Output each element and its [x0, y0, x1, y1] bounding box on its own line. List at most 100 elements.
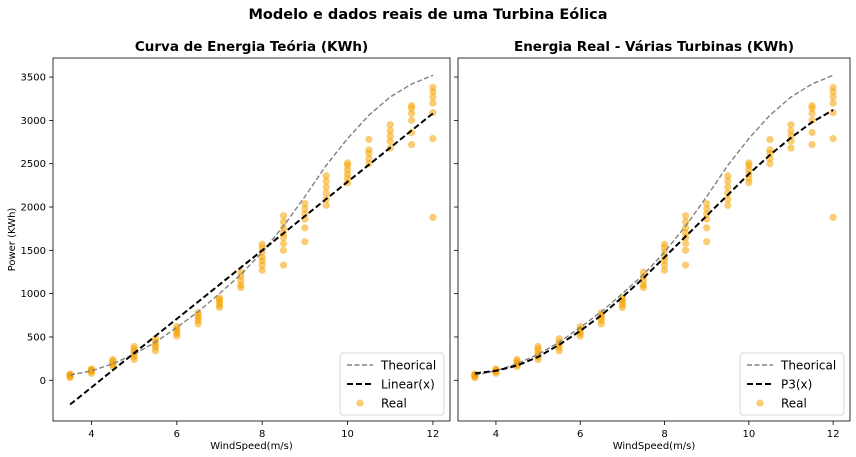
scatter-point-real — [787, 144, 795, 152]
y-tick-label: 500 — [27, 332, 46, 343]
scatter-point-real — [343, 159, 352, 167]
axes-frame — [52, 57, 451, 422]
legend-label: Linear(x) — [381, 378, 435, 392]
scatter-point-real — [386, 132, 394, 140]
scatter-point-real — [724, 183, 732, 191]
scatter-point-real — [322, 172, 330, 180]
subplot-2: Energia Real - Várias Turbinas (KWh) 4 6 8 1… — [454, 39, 851, 452]
y-tick-label: 2000 — [21, 203, 46, 214]
scatter-point-real — [66, 370, 74, 378]
scatter-point-real — [322, 183, 330, 191]
scatter-point-real — [660, 240, 669, 248]
scatter-point-real — [808, 109, 816, 118]
x-tick-label: 4 — [493, 429, 499, 440]
scatter-point-real — [279, 246, 288, 254]
scatter-point-real — [724, 177, 732, 185]
subplot-title: Energia Real - Várias Turbinas (KWh) — [514, 39, 794, 55]
scatter-point-real — [766, 146, 774, 154]
axes-frame — [457, 57, 851, 422]
plot-area — [66, 74, 437, 406]
scatter-point-real — [829, 134, 837, 143]
scatter-point-real — [386, 137, 394, 145]
x-tick-label: 12 — [827, 429, 840, 440]
scatter-point-real — [682, 261, 690, 269]
subplot-title: Curva de Energia Teória (KWh) — [135, 39, 368, 55]
x-tick-label: 8 — [661, 429, 667, 440]
scatter-point-real — [766, 135, 774, 144]
scatter-point-real — [682, 239, 690, 247]
scatter-point-real — [322, 189, 330, 197]
scatter-point-real — [301, 224, 309, 232]
x-axis-label: WindSpeed(m/s) — [210, 441, 293, 452]
x-tick-label: 8 — [259, 429, 265, 440]
scatter-point-real — [808, 116, 816, 124]
scatter-point-real — [745, 159, 753, 167]
y-tick-label: 0 — [40, 376, 46, 387]
scatter-point-real — [787, 132, 795, 140]
series-line-theorical — [474, 74, 834, 376]
scatter-point-real — [258, 253, 266, 261]
scatter-point-real — [301, 238, 309, 246]
y-tick-label: 3000 — [21, 116, 46, 127]
scatter-point-real — [429, 99, 437, 107]
scatter-point-real — [724, 201, 732, 209]
scatter-point-real — [301, 205, 309, 213]
legend-label: Real — [381, 397, 407, 411]
scatter-point-real — [829, 99, 837, 107]
scatter-point-real — [829, 93, 837, 101]
scatter-point-real — [703, 205, 711, 213]
scatter-point-real — [407, 102, 416, 110]
x-axis-label: WindSpeed(m/s) — [613, 441, 696, 452]
legend: Theorical Linear(x) Real — [339, 352, 445, 416]
scatter-point-real — [279, 218, 288, 226]
subplots: Curva de Energia Teória (KWh) 4 6 8 10 12 0 500… — [7, 39, 851, 452]
scatter-point-real — [386, 127, 394, 135]
legend-box — [739, 352, 845, 416]
scatter-point-real — [237, 268, 245, 276]
scatter-point-real — [279, 224, 288, 232]
y-tick-label: 1000 — [21, 289, 46, 300]
legend-marker-real — [756, 399, 764, 407]
scatter-point-real — [322, 201, 330, 209]
scatter-point-real — [724, 172, 732, 180]
scatter-point-real — [829, 83, 837, 92]
subplot-1: Curva de Energia Teória (KWh) 4 6 8 10 12 0 500… — [7, 39, 451, 452]
scatter-point-real — [301, 199, 309, 208]
scatter-point-real — [829, 213, 837, 222]
scatter-point-real — [258, 266, 266, 274]
scatter-point-real — [130, 342, 138, 351]
scatter-point-real — [787, 127, 795, 135]
scatter-point-real — [766, 160, 774, 168]
scatter-point-real — [682, 246, 690, 254]
scatter-point-real — [724, 195, 732, 203]
scatter-point-real — [215, 294, 224, 302]
scatter-point-real — [429, 93, 437, 101]
scatter-point-real — [279, 212, 288, 220]
scatter-point-real — [808, 141, 816, 149]
legend: Theorical P3(x) Real — [739, 352, 845, 416]
scatter-point-real — [534, 342, 542, 351]
y-axis-label: Power (KWh) — [7, 208, 18, 272]
x-tick-label: 12 — [427, 429, 440, 440]
scatter-point-real — [279, 261, 288, 269]
scatter-point-real — [258, 240, 266, 248]
x-tick-label: 6 — [577, 429, 583, 440]
scatter-point-real — [808, 102, 816, 110]
legend-box — [339, 352, 445, 416]
scatter-point-real — [365, 146, 373, 154]
scatter-point-real — [407, 116, 416, 124]
plot-area — [471, 74, 837, 382]
series-line-linear-x- — [69, 112, 434, 406]
scatter-point-real — [407, 109, 416, 118]
scatter-point-real — [109, 355, 117, 364]
scatter-point-real — [365, 135, 373, 144]
figure-suptitle: Modelo e dados reais de uma Turbina Eóli… — [248, 7, 607, 23]
scatter-point-real — [365, 154, 373, 163]
scatter-point-real — [639, 268, 648, 276]
scatter-point-real — [787, 121, 795, 129]
y-tick-label: 3500 — [21, 73, 46, 84]
scatter-point-real — [407, 141, 416, 149]
series-line-p3-x- — [474, 109, 834, 375]
scatter-point-real — [279, 239, 288, 247]
scatter-point-real — [660, 266, 669, 274]
